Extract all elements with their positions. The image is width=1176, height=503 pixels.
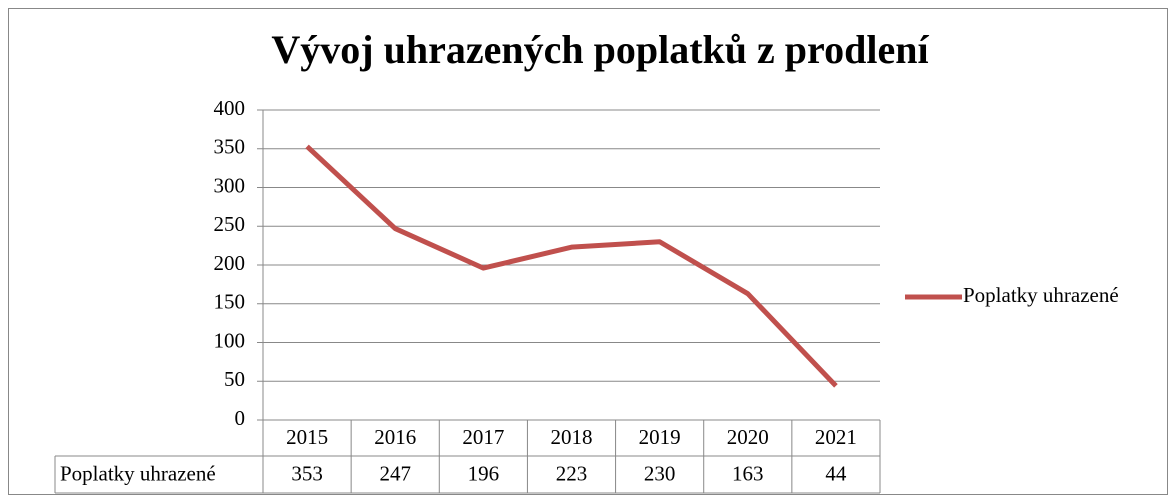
- x-tick-label: 2019: [639, 425, 681, 449]
- x-tick-label: 2016: [374, 425, 416, 449]
- table-value: 230: [644, 461, 676, 485]
- y-tick-label: 150: [214, 290, 246, 314]
- x-tick-label: 2018: [551, 425, 593, 449]
- x-tick-label: 2021: [815, 425, 857, 449]
- table-value: 223: [556, 461, 588, 485]
- chart-border: [8, 8, 1168, 495]
- series-line: [305, 144, 838, 388]
- table-value: 163: [732, 461, 764, 485]
- y-tick-label: 300: [214, 173, 246, 197]
- y-tick-label: 200: [214, 251, 246, 275]
- y-tick-label: 250: [214, 212, 246, 236]
- legend-label: Poplatky uhrazené: [963, 283, 1119, 307]
- x-tick-label: 2020: [727, 425, 769, 449]
- y-tick-label: 350: [214, 135, 246, 159]
- table-row-label: Poplatky uhrazené: [60, 461, 216, 485]
- table-value: 196: [468, 461, 500, 485]
- x-tick-label: 2015: [286, 425, 328, 449]
- chart-title: Vývoj uhrazených poplatků z prodlení: [271, 27, 929, 72]
- y-tick-label: 100: [214, 328, 246, 352]
- x-tick-label: 2017: [462, 425, 504, 449]
- table-value: 44: [825, 461, 847, 485]
- y-tick-label: 400: [214, 96, 246, 120]
- table-value: 247: [379, 461, 411, 485]
- y-tick-label: 0: [235, 406, 246, 430]
- y-tick-label: 50: [224, 367, 245, 391]
- table-value: 353: [291, 461, 323, 485]
